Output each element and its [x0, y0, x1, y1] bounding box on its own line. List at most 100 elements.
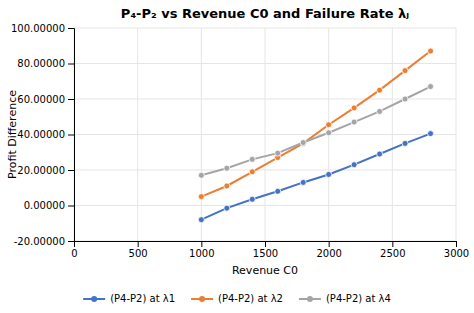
x-axis-line: [75, 242, 457, 248]
data-point: [275, 150, 281, 156]
legend-label: (P4-P2) at λ2: [218, 293, 283, 304]
data-point: [351, 119, 357, 125]
grid-line-y: [74, 99, 456, 100]
y-tick-label: 100.00000: [11, 23, 65, 34]
y-tick-mark: [68, 170, 74, 171]
series-line: [201, 51, 430, 197]
x-axis: 0 500 1000 1500 2000 2500 3000: [71, 241, 469, 259]
grid-line-y: [74, 63, 456, 64]
x-tick: 3000: [444, 241, 469, 259]
grid-line-y: [74, 205, 456, 206]
legend: (P4-P2) at λ1 (P4-P2) at λ2 (P4-P2) at λ4: [83, 293, 391, 304]
data-point: [224, 205, 230, 211]
data-point: [428, 84, 434, 90]
y-tick-label: 60.00000: [17, 94, 65, 105]
data-point: [326, 122, 332, 128]
x-tick-mark: [265, 241, 266, 247]
y-tick-mark: [68, 64, 74, 65]
y-tick-label: 40.00000: [17, 129, 65, 140]
plot-area: 0 500 1000 1500 2000 2500 3000 -20.00000 0.00000…: [11, 23, 469, 259]
data-point: [249, 169, 255, 175]
y-tick-mark: [68, 135, 74, 136]
grid-line-y: [74, 170, 456, 171]
y-tick: -20.00000: [14, 236, 74, 247]
x-tick-label: 3000: [444, 248, 469, 259]
data-point: [351, 105, 357, 111]
x-tick: 0: [71, 241, 77, 259]
data-point: [198, 194, 204, 200]
x-tick: 1000: [189, 241, 214, 259]
series: [198, 84, 433, 179]
x-tick-mark: [201, 241, 202, 247]
data-point: [377, 87, 383, 93]
y-tick-mark: [68, 28, 74, 29]
y-tick-mark: [68, 99, 74, 100]
y-tick-label: 80.00000: [17, 58, 65, 69]
x-tick: 2500: [380, 241, 405, 259]
data-point: [377, 108, 383, 114]
data-point: [198, 217, 204, 223]
y-axis-line: [68, 29, 75, 242]
data-point: [326, 171, 332, 177]
grid-line-y: [74, 134, 456, 135]
y-tick: 20.00000: [17, 165, 74, 176]
legend-label: (P4-P2) at λ1: [110, 293, 175, 304]
x-tick-mark: [456, 241, 457, 247]
data-point: [377, 151, 383, 157]
data-point: [300, 139, 306, 145]
x-tick-mark: [138, 241, 139, 247]
y-tick: 80.00000: [17, 58, 74, 69]
series: [198, 131, 433, 223]
data-point: [428, 131, 434, 137]
x-tick: 2000: [316, 241, 341, 259]
series: [198, 48, 433, 200]
legend-marker: [91, 296, 97, 302]
x-tick: 500: [129, 241, 148, 259]
y-tick: 60.00000: [17, 94, 74, 105]
grid: [74, 28, 456, 241]
y-tick: 40.00000: [17, 129, 74, 140]
y-tick: 0.00000: [24, 200, 74, 211]
y-tick: 100.00000: [11, 23, 74, 34]
data-point: [402, 140, 408, 146]
title: P₄-P₂ vs Revenue C0 and Failure Rate λⱼ: [121, 6, 409, 21]
data-point: [326, 130, 332, 136]
data-marks: [198, 48, 433, 223]
data-point: [275, 188, 281, 194]
data-point: [300, 179, 306, 185]
legend-marker: [199, 296, 205, 302]
data-point: [300, 140, 306, 146]
y-tick-mark: [68, 241, 74, 242]
data-point: [224, 165, 230, 171]
x-tick-mark: [329, 241, 330, 247]
chart: 0 500 1000 1500 2000 2500 3000 -20.00000 0.00000…: [0, 0, 474, 313]
legend-item: (P4-P2) at λ4: [299, 293, 391, 304]
y-tick-mark: [68, 206, 74, 207]
data-point: [224, 183, 230, 189]
data-point: [402, 96, 408, 102]
y-tick-label: 0.00000: [24, 200, 65, 211]
x-tick-label: 2000: [316, 248, 341, 259]
x-tick-label: 0: [71, 248, 77, 259]
x-tick-mark: [392, 241, 393, 247]
y-tick-label: 20.00000: [17, 165, 65, 176]
grid-line-y: [74, 28, 456, 29]
legend-marker: [307, 296, 313, 302]
data-point: [351, 162, 357, 168]
series-line: [201, 134, 430, 220]
y-tick-label: -20.00000: [14, 236, 65, 247]
x-tick-label: 500: [129, 248, 148, 259]
series-line: [201, 87, 430, 176]
x-tick-label: 1000: [189, 248, 214, 259]
y-axis: -20.00000 0.00000 20.00000 40.00000 60.00000…: [11, 23, 75, 247]
legend-label: (P4-P2) at λ4: [326, 293, 391, 304]
legend-item: (P4-P2) at λ2: [191, 293, 283, 304]
y-axis-title: Profit Difference: [6, 90, 19, 179]
data-point: [402, 68, 408, 74]
data-point: [249, 196, 255, 202]
x-tick-label: 1500: [253, 248, 278, 259]
x-tick: 1500: [253, 241, 278, 259]
data-point: [198, 172, 204, 178]
x-axis-title: Revenue C0: [232, 264, 298, 277]
legend-item: (P4-P2) at λ1: [83, 293, 175, 304]
